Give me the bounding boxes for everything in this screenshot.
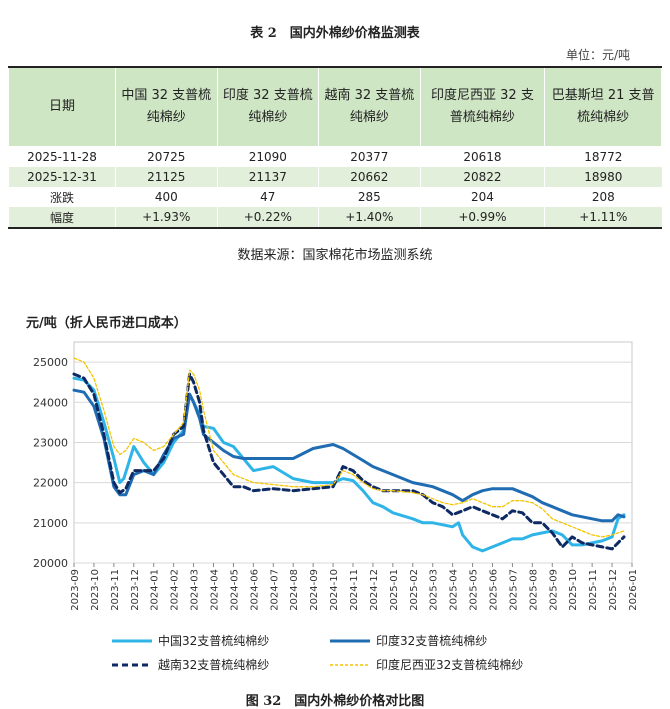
x-tick-label: 2023-09 [70, 569, 81, 611]
table-cell: 400 [115, 187, 218, 207]
legend-item: 中国32支普梳纯棉纱 [112, 632, 269, 649]
table-row: 2025-12-31 21125 21137 20662 20822 18980 [8, 167, 662, 187]
legend-swatch [330, 639, 370, 642]
table-cell: 20822 [419, 167, 545, 187]
x-tick-label: 2023-12 [130, 569, 141, 611]
table-cell: 20662 [318, 167, 421, 187]
x-tick-label: 2024-06 [249, 569, 260, 611]
price-table: 日期 中国 32 支普梳纯棉纱 印度 32 支普梳纯棉纱 越南 32 支普梳纯棉… [8, 66, 662, 229]
table-cell: 幅度 [8, 207, 116, 229]
table-cell: +0.99% [419, 207, 545, 229]
unit-label: 单位：元/吨 [565, 48, 630, 62]
x-tick-label: 2024-03 [190, 569, 201, 611]
y-tick-label: 25000 [33, 356, 68, 369]
series-line [72, 388, 626, 523]
table-caption: 表 2 国内外棉纱价格监测表 [250, 26, 420, 41]
table-header: 越南 32 支普梳纯棉纱 [318, 66, 421, 147]
table-cell: 2025-12-31 [8, 167, 116, 187]
table-cell: 47 [216, 187, 319, 207]
table-header: 日期 [8, 66, 116, 147]
x-tick-label: 2024-11 [349, 569, 360, 611]
x-tick-label: 2025-10 [568, 569, 579, 611]
legend-item: 越南32支普梳纯棉纱 [112, 656, 269, 673]
legend-label: 印度32支普梳纯棉纱 [376, 634, 488, 648]
table-cell: 21137 [216, 167, 319, 187]
legend-swatch [330, 663, 370, 666]
x-tick-label: 2024-01 [150, 569, 161, 611]
table-cell: 20725 [115, 146, 218, 167]
table-header: 印度尼西亚 32 支普梳纯棉纱 [419, 66, 546, 147]
x-tick-label: 2025-08 [528, 569, 539, 611]
legend-item: 印度32支普梳纯棉纱 [330, 632, 487, 649]
table-header-row: 日期 中国 32 支普梳纯棉纱 印度 32 支普梳纯棉纱 越南 32 支普梳纯棉… [8, 66, 662, 147]
data-source-note: 数据来源：国家棉花市场监测系统 [237, 248, 433, 263]
table-cell: +0.22% [216, 207, 319, 229]
y-tick-label: 23000 [33, 436, 68, 449]
legend-item: 印度尼西亚32支普梳纯棉纱 [330, 656, 523, 673]
series-line [72, 372, 626, 551]
table-cell: 20618 [419, 146, 545, 167]
legend-swatch [112, 639, 152, 642]
x-tick-label: 2024-02 [170, 569, 181, 611]
x-tick-label: 2024-12 [369, 569, 380, 611]
table-row: 幅度 +1.93% +0.22% +1.40% +0.99% +1.11% [8, 207, 662, 229]
series-line [72, 376, 626, 553]
x-tick-label: 2024-07 [269, 569, 280, 611]
x-tick-label: 2026-01 [628, 569, 639, 611]
table-header: 中国 32 支普梳纯棉纱 [115, 66, 218, 147]
x-tick-label: 2024-10 [329, 569, 340, 611]
x-tick-label: 2024-09 [309, 569, 320, 611]
y-tick-label: 21000 [33, 517, 68, 530]
y-tick-label: 22000 [33, 477, 68, 490]
table-cell: 18980 [544, 167, 662, 187]
table-cell: 285 [318, 187, 421, 207]
x-tick-label: 2024-08 [289, 569, 300, 611]
x-tick-label: 2025-03 [429, 569, 440, 611]
table-header: 巴基斯坦 21 支普梳纯棉纱 [544, 66, 662, 147]
table-cell: 21125 [115, 167, 218, 187]
table-cell: 20377 [318, 146, 421, 167]
x-tick-label: 2025-02 [409, 569, 420, 611]
x-tick-label: 2025-05 [469, 569, 480, 611]
table-row: 2025-11-28 20725 21090 20377 20618 18772 [8, 146, 662, 167]
table-cell: +1.40% [318, 207, 421, 229]
series-line [73, 357, 625, 538]
table-cell: +1.93% [115, 207, 218, 229]
x-tick-label: 2025-06 [489, 569, 500, 611]
x-tick-label: 2025-07 [508, 569, 519, 611]
x-tick-label: 2025-01 [389, 569, 400, 611]
x-tick-label: 2025-12 [608, 569, 619, 611]
table-cell: 21090 [216, 146, 319, 167]
legend-label: 中国32支普梳纯棉纱 [158, 634, 270, 648]
y-tick-label: 20000 [33, 557, 68, 570]
x-tick-label: 2023-11 [110, 569, 121, 611]
chart-title: 元/吨（折人民币进口成本） [26, 316, 187, 331]
table-cell: +1.11% [544, 207, 662, 229]
x-tick-label: 2025-09 [548, 569, 559, 611]
legend-label: 越南32支普梳纯棉纱 [158, 658, 270, 672]
table-cell: 18772 [544, 146, 662, 167]
x-tick-label: 2024-05 [229, 569, 240, 611]
legend-label: 印度尼西亚32支普梳纯棉纱 [376, 658, 524, 672]
y-tick-label: 24000 [33, 396, 68, 409]
x-tick-label: 2023-10 [90, 569, 101, 611]
legend-swatch [112, 663, 152, 666]
table-cell: 2025-11-28 [8, 146, 116, 167]
chart-caption: 图 32 国内外棉纱价格对比图 [245, 694, 425, 709]
x-tick-label: 2025-04 [449, 569, 460, 611]
x-tick-label: 2025-11 [588, 569, 599, 611]
table-cell: 204 [419, 187, 545, 207]
table-cell: 208 [544, 187, 662, 207]
table-row: 涨跌 400 47 285 204 208 [8, 187, 662, 207]
table-cell: 涨跌 [8, 187, 116, 207]
table-header: 印度 32 支普梳纯棉纱 [216, 66, 320, 147]
x-tick-label: 2024-04 [210, 569, 221, 611]
